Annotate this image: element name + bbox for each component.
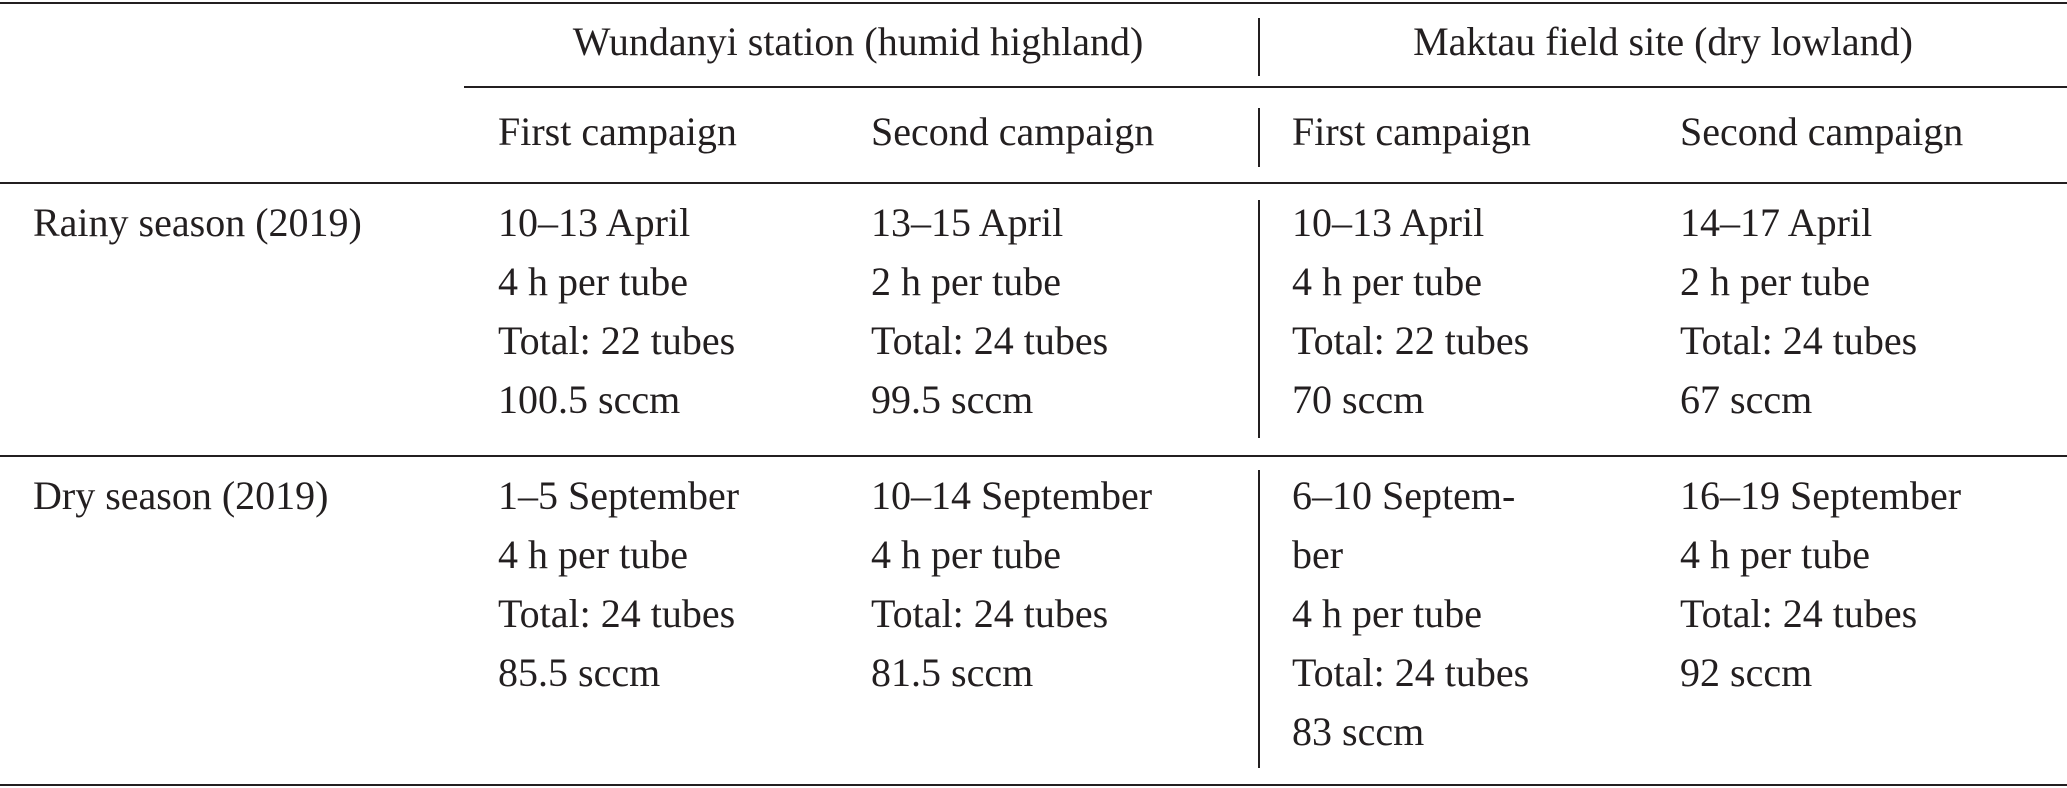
cell-line: 2 h per tube (871, 259, 1061, 304)
row-label: Dry season (2019) (33, 473, 329, 518)
cell-line: 83 sccm (1292, 709, 1424, 754)
cell-line: 85.5 sccm (498, 650, 660, 695)
cell-line: Total: 24 tubes (1680, 318, 1917, 363)
cell-line: 70 sccm (1292, 377, 1424, 422)
column-header: First campaign (498, 109, 737, 154)
column-header: First campaign (1292, 109, 1531, 154)
cell-line: Total: 24 tubes (1292, 650, 1529, 695)
cell-line: 13–15 April (871, 200, 1063, 245)
cell-line: 4 h per tube (1292, 591, 1482, 636)
cell-line: ber (1292, 532, 1343, 577)
cell-line: Total: 22 tubes (1292, 318, 1529, 363)
cell-line: 67 sccm (1680, 377, 1812, 422)
cell-line: 10–14 September (871, 473, 1152, 518)
cell-line: 16–19 September (1680, 473, 1961, 518)
cell-line: 100.5 sccm (498, 377, 680, 422)
cell-line: 14–17 April (1680, 200, 1872, 245)
cell-line: Total: 24 tubes (498, 591, 735, 636)
cell-line: Total: 24 tubes (871, 318, 1108, 363)
cell-line: Total: 24 tubes (871, 591, 1108, 636)
cell-line: 10–13 April (1292, 200, 1484, 245)
cell-line: 4 h per tube (871, 532, 1061, 577)
cell-line: 4 h per tube (498, 532, 688, 577)
cell-line: 4 h per tube (498, 259, 688, 304)
cell-line: 81.5 sccm (871, 650, 1033, 695)
cell-line: 99.5 sccm (871, 377, 1033, 422)
cell-line: Total: 24 tubes (1680, 591, 1917, 636)
column-header: Second campaign (1680, 109, 1963, 154)
cell-line: Total: 22 tubes (498, 318, 735, 363)
column-group-header: Wundanyi station (humid highland) (573, 19, 1144, 64)
column-group-header: Maktau field site (dry lowland) (1413, 19, 1913, 64)
column-header: Second campaign (871, 109, 1154, 154)
cell-line: 6–10 Septem- (1292, 473, 1515, 518)
row-label: Rainy season (2019) (33, 200, 362, 245)
cell-line: 4 h per tube (1292, 259, 1482, 304)
cell-line: 2 h per tube (1680, 259, 1870, 304)
cell-line: 4 h per tube (1680, 532, 1870, 577)
cell-line: 10–13 April (498, 200, 690, 245)
cell-line: 92 sccm (1680, 650, 1812, 695)
cell-line: 1–5 September (498, 473, 739, 518)
